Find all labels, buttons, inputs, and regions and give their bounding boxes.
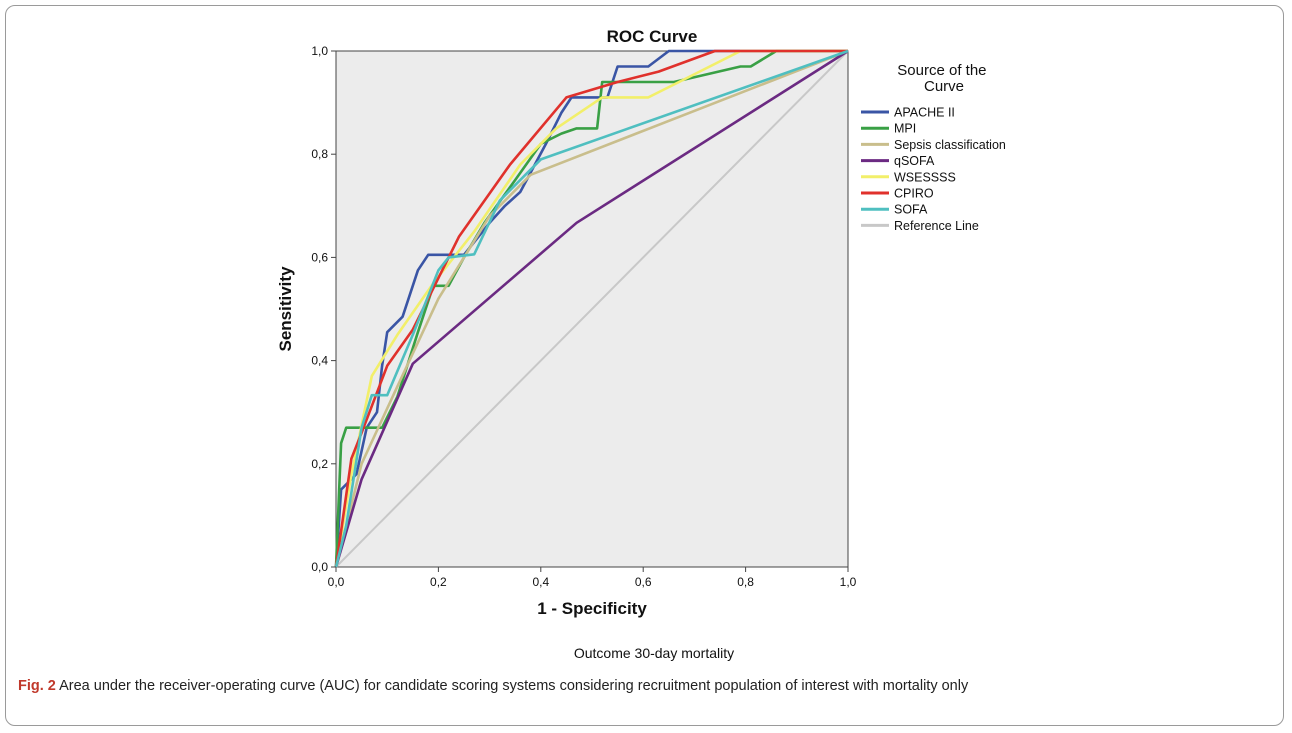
- x-tick-label: 0,2: [430, 575, 447, 589]
- series-line-sofa: [334, 49, 849, 568]
- x-tick-label: 0,0: [328, 575, 345, 589]
- figure-caption: Fig. 2 Area under the receiver-operating…: [18, 676, 1274, 697]
- x-axis-ticks: 0,0 0,2 0,4 0,6 0,8 1,0: [328, 567, 857, 589]
- x-tick-label: 0,4: [532, 575, 549, 589]
- y-tick-label: 0,6: [311, 250, 328, 264]
- legend-label: qSOFA: [894, 154, 935, 168]
- y-axis-label: Sensitivity: [276, 266, 295, 352]
- series-line-mpi: [334, 49, 848, 568]
- legend-label: WSESSSS: [894, 170, 956, 184]
- y-tick-label: 0,2: [311, 457, 328, 471]
- x-tick-label: 0,8: [737, 575, 754, 589]
- legend-label: Reference Line: [894, 219, 979, 233]
- y-tick-label: 0,0: [311, 560, 328, 574]
- legend-label: CPIRO: [894, 187, 934, 201]
- legend-title: Source of the Curve: [897, 62, 990, 95]
- legend-label: MPI: [894, 122, 916, 136]
- legend-label: Sepsis classification: [894, 138, 1006, 152]
- series-line-wsessss: [334, 49, 848, 568]
- x-tick-label: 0,6: [635, 575, 652, 589]
- figure-label: Fig. 2: [18, 678, 56, 694]
- x-tick-label: 1,0: [840, 575, 857, 589]
- roc-chart: ROC Curve 0,0 0,2 0,4 0,6 0,8 1,0 0,00,20,40,…: [276, 27, 1006, 661]
- chart-title: ROC Curve: [607, 27, 698, 46]
- legend: Source of the Curve APACHE II MPI Sepsis c…: [861, 62, 1006, 233]
- series-layer: [334, 49, 849, 568]
- chart-subtitle: Outcome 30-day mortality: [574, 645, 734, 661]
- legend-label: SOFA: [894, 203, 928, 217]
- y-tick-label: 0,4: [311, 354, 328, 368]
- series-line-reference-line: [335, 50, 849, 568]
- legend-label: APACHE II: [894, 106, 955, 120]
- figure-caption-text: Area under the receiver-operating curve …: [59, 678, 969, 694]
- y-tick-label: 1,0: [311, 44, 328, 58]
- series-line-sepsis-classification: [334, 49, 849, 568]
- x-axis-label: 1 - Specificity: [537, 599, 647, 618]
- series-line-qsofa: [334, 49, 849, 568]
- y-tick-label: 0,8: [311, 147, 328, 161]
- legend-items: APACHE II MPI Sepsis classification qSOFA WS…: [861, 106, 1006, 233]
- y-axis-ticks: 0,0 0,2 0,4 0,6 0,8 1,0: [311, 44, 336, 574]
